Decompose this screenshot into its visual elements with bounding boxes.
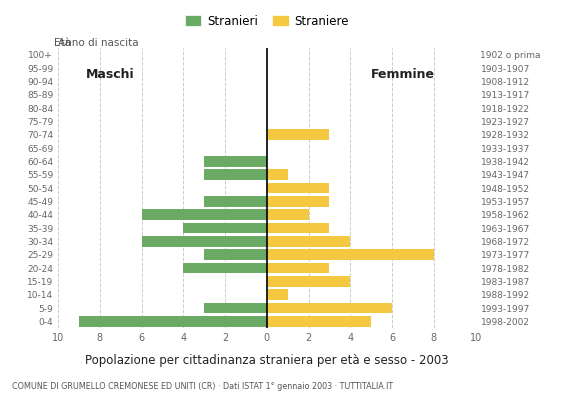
Bar <box>204 303 267 313</box>
Bar <box>267 303 392 313</box>
Text: Maschi: Maschi <box>86 68 135 81</box>
Bar <box>79 316 267 326</box>
Text: Popolazione per cittadinanza straniera per età e sesso - 2003: Popolazione per cittadinanza straniera p… <box>85 354 448 367</box>
Bar <box>267 250 434 260</box>
Bar <box>267 196 329 206</box>
Text: COMUNE DI GRUMELLO CREMONESE ED UNITI (CR) · Dati ISTAT 1° gennaio 2003 · TUTTIT: COMUNE DI GRUMELLO CREMONESE ED UNITI (C… <box>12 382 393 391</box>
Bar <box>204 196 267 206</box>
Bar <box>267 290 288 300</box>
Bar <box>204 250 267 260</box>
Bar <box>183 263 267 273</box>
Bar <box>267 130 329 140</box>
Bar <box>267 263 329 273</box>
Bar <box>204 156 267 166</box>
Bar <box>267 210 309 220</box>
Bar <box>183 223 267 233</box>
Bar <box>267 276 350 286</box>
Bar <box>142 210 267 220</box>
Bar <box>267 316 371 326</box>
Bar <box>142 236 267 246</box>
Bar <box>267 236 350 246</box>
Text: Femmine: Femmine <box>371 68 434 81</box>
Bar <box>267 170 288 180</box>
Bar <box>267 223 329 233</box>
Text: Età: Età <box>54 38 71 48</box>
Bar <box>204 170 267 180</box>
Legend: Stranieri, Straniere: Stranieri, Straniere <box>180 10 354 32</box>
Text: Anno di nascita: Anno di nascita <box>58 38 139 48</box>
Bar <box>267 183 329 193</box>
